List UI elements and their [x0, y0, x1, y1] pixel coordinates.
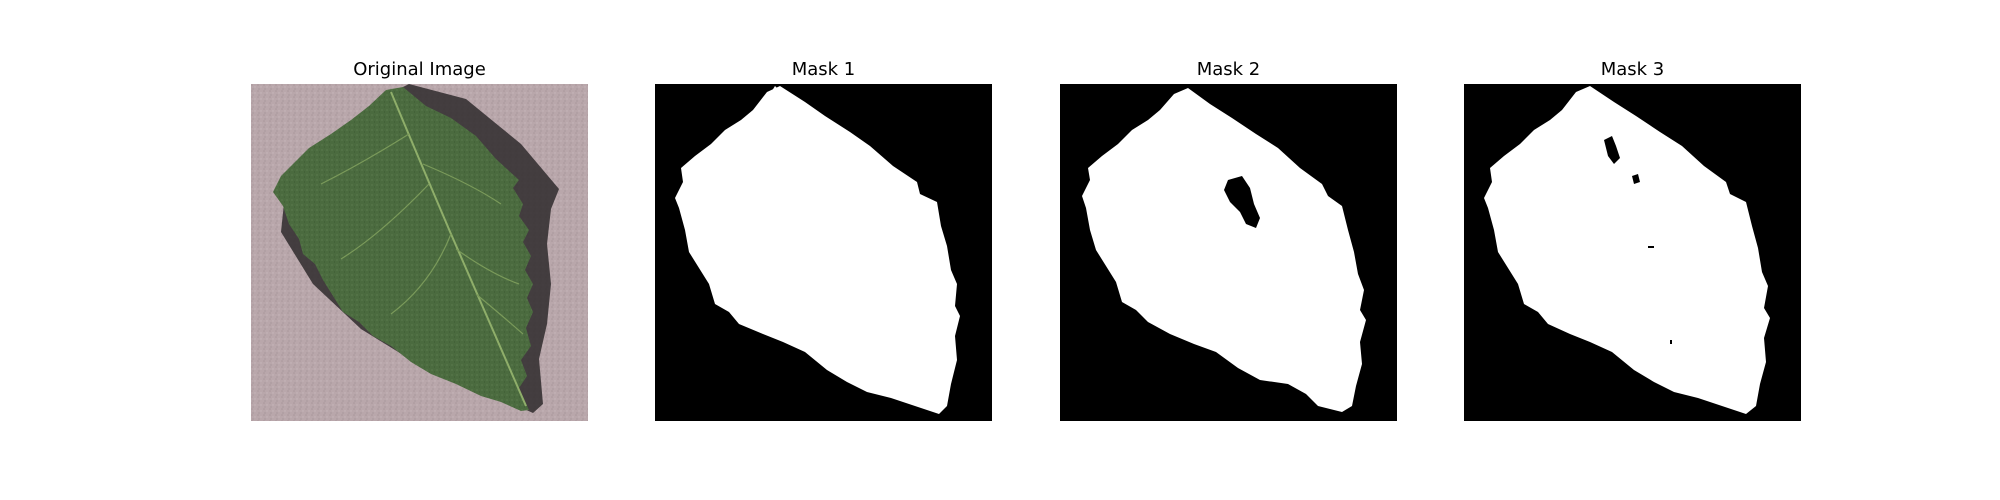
panel-title: Mask 3: [1600, 59, 1665, 80]
mask-hole: [1648, 246, 1654, 248]
mask-hole: [1670, 340, 1672, 344]
leaf: [273, 87, 533, 411]
mask-foreground: [1082, 88, 1366, 412]
mask-hole: [1604, 136, 1620, 164]
mask-hole: [1224, 176, 1260, 228]
mask-foreground: [1484, 86, 1770, 414]
leaf-vein: [455, 248, 520, 285]
leaf-vein: [340, 183, 430, 260]
original-leaf-photo: [251, 84, 588, 421]
panel-original-image: Original Image: [251, 58, 588, 421]
panel-title: Original Image: [353, 59, 486, 80]
mask-1-image: [655, 84, 992, 421]
panel-title: Mask 2: [1196, 59, 1261, 80]
mask-foreground: [675, 86, 960, 414]
leaf-vein: [390, 233, 452, 315]
mask-2-image: [1060, 84, 1397, 421]
panel-mask-1: Mask 1: [655, 58, 992, 421]
panel-mask-3: Mask 3: [1464, 58, 1801, 421]
leaf-vein: [320, 133, 410, 185]
panel-mask-2: Mask 2: [1060, 58, 1397, 421]
leaf-vein: [475, 293, 524, 335]
leaf-vein: [422, 163, 502, 205]
mask-3-image: [1464, 84, 1801, 421]
mask-speck: [770, 86, 781, 94]
mask-hole: [1632, 174, 1640, 184]
panel-title: Mask 1: [791, 59, 856, 80]
